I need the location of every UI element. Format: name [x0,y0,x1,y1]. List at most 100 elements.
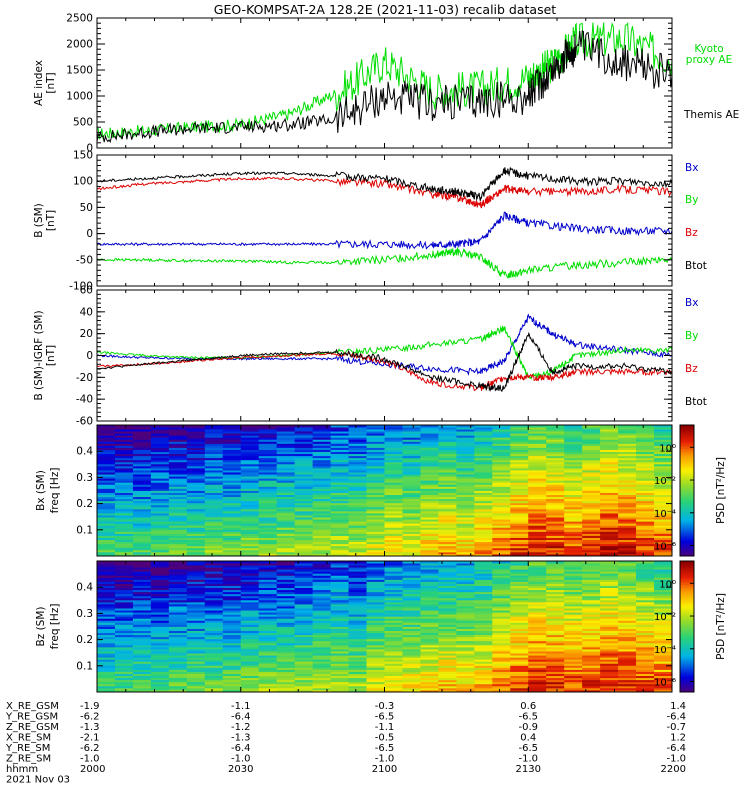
psd-cell [222,655,242,658]
psd-cell [150,653,170,656]
psd-cell [474,496,493,500]
psd-cell [240,673,260,677]
psd-cell [294,655,314,658]
psd-cell [564,478,583,481]
psd-cell [582,531,601,534]
psd-cell [420,533,439,536]
psd-cell [654,533,673,536]
psd-cell [150,626,170,629]
psd-cell [546,565,565,568]
psd-cell [402,465,421,469]
psd-cell [132,595,152,599]
psd-cell [294,673,314,677]
psd-cell [492,496,511,500]
psd-cell [600,569,619,572]
psd-cell [222,543,242,547]
psd-cell [348,455,367,459]
psd-cell [564,490,583,493]
psd-cell [510,667,529,670]
psd-cell [564,472,583,475]
y-axis-label: Bx (SM) freq [Hz] [35,468,61,514]
psd-cell [456,655,475,658]
psd-cell [600,642,619,646]
psd-cell [294,681,314,685]
psd-cell [420,553,439,557]
psd-cell [97,597,116,601]
psd-cell [150,545,170,549]
psd-cell [438,673,457,677]
psd-cell [600,661,619,664]
psd-cell [654,606,673,609]
psd-cell [636,531,655,534]
psd-cell [114,663,134,666]
y-tick-label: 0 [86,143,93,155]
psd-cell [97,653,116,656]
psd-cell [330,531,349,534]
psd-cell [204,437,224,440]
psd-cell [510,669,529,672]
psd-cell [654,508,673,512]
psd-cell [600,447,619,450]
psd-cell [186,634,206,638]
psd-cell [276,642,296,646]
psd-cell [528,601,547,605]
psd-cell [438,616,457,619]
colorbar-cell [680,536,694,540]
psd-cell [492,519,511,522]
psd-cell [150,628,170,631]
psd-cell [348,585,367,589]
psd-cell [618,461,637,465]
psd-cell [492,449,511,453]
psd-cell [312,579,331,582]
psd-cell [384,539,403,543]
psd-cell [97,626,116,629]
orbit-value: -1.0 [80,754,100,765]
psd-cell [114,614,134,617]
colorbar-tick-label: 10⁻⁴ [654,645,676,656]
psd-cell [258,575,278,578]
psd-cell [186,480,206,483]
psd-cell [546,669,565,672]
psd-cell [330,525,349,528]
psd-cell [204,579,224,582]
psd-cell [150,459,170,463]
psd-cell [294,517,314,520]
psd-cell [222,515,242,518]
psd-cell [402,488,421,491]
psd-cell [204,431,224,434]
psd-cell [114,451,134,455]
psd-cell [492,521,511,524]
psd-cell [492,482,511,485]
psd-cell [294,571,314,574]
psd-cell [132,581,152,584]
psd-cell [528,455,547,459]
psd-cell [384,585,403,589]
psd-cell [150,427,170,430]
psd-cell [276,606,296,609]
psd-cell [528,453,547,457]
psd-cell [132,622,152,625]
psd-cell [582,624,601,627]
psd-cell [654,655,673,658]
psd-cell [204,517,224,520]
psd-cell [168,565,188,568]
psd-cell [600,527,619,530]
psd-cell [186,585,206,589]
psd-cell [114,494,134,498]
psd-cell [564,614,583,617]
colorbar-tick-label: 10⁻² [654,476,676,487]
y-tick-label: -60 [76,416,93,428]
psd-cell [276,614,296,617]
psd-cell [420,646,439,650]
psd-cell [636,463,655,467]
psd-cell [294,663,314,666]
psd-cell [384,665,403,668]
psd-cell [330,498,349,502]
psd-cell [240,525,260,528]
psd-cell [564,669,583,672]
psd-cell [384,659,403,662]
psd-cell [528,527,547,530]
psd-cell [564,620,583,623]
psd-cell [348,649,367,652]
psd-cell [330,523,349,526]
